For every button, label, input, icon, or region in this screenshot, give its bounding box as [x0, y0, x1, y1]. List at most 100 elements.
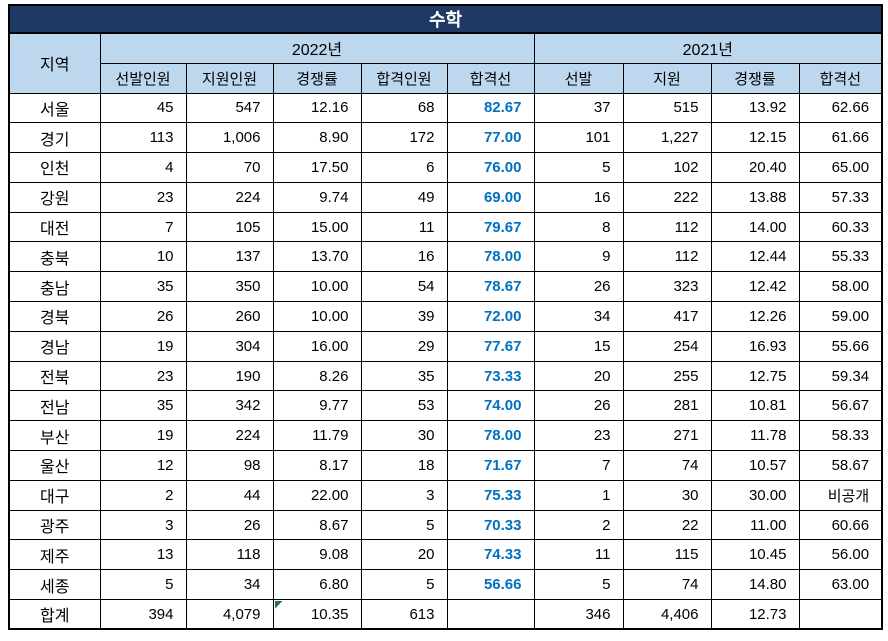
cell-2022-3[interactable]: 11: [360, 211, 448, 243]
column-header-2021-3[interactable]: 합격선: [798, 62, 883, 94]
cell-2021-2[interactable]: 12.44: [710, 241, 800, 273]
cell-2021-1[interactable]: 1,227: [622, 122, 712, 154]
cell-region[interactable]: 전남: [8, 390, 101, 422]
cell-2022-1[interactable]: 547: [185, 92, 274, 124]
cell-2021-2[interactable]: 12.15: [710, 122, 800, 154]
cell-2021-2[interactable]: 13.88: [710, 181, 800, 213]
cell-2022-3[interactable]: 6: [360, 152, 448, 183]
cell-2022-2[interactable]: 12.16: [272, 92, 362, 124]
column-header-2022-2[interactable]: 경쟁률: [272, 62, 362, 94]
cell-2021-0[interactable]: 34: [533, 301, 624, 332]
cell-2022-3[interactable]: 613: [360, 599, 448, 630]
cell-2022-4[interactable]: 78.67: [446, 271, 535, 303]
cell-2022-2[interactable]: 11.79: [272, 420, 362, 452]
cell-2022-0[interactable]: 394: [99, 599, 187, 630]
cell-2022-4[interactable]: 79.67: [446, 211, 535, 243]
cell-2022-0[interactable]: 5: [99, 569, 187, 601]
cell-2022-0[interactable]: 26: [99, 301, 187, 332]
cell-2022-0[interactable]: 2: [99, 479, 187, 511]
cell-2022-1[interactable]: 224: [185, 420, 274, 452]
cell-2022-4[interactable]: 69.00: [446, 181, 535, 213]
cell-2021-1[interactable]: 74: [622, 450, 712, 481]
column-header-2021-0[interactable]: 선발: [533, 62, 624, 94]
cell-2022-2[interactable]: 6.80: [272, 569, 362, 601]
cell-region[interactable]: 광주: [8, 509, 101, 541]
cell-2021-0[interactable]: 37: [533, 92, 624, 124]
cell-2021-2[interactable]: 12.75: [710, 360, 800, 392]
cell-2021-1[interactable]: 112: [622, 211, 712, 243]
cell-2021-3[interactable]: 59.34: [798, 360, 883, 392]
cell-2022-4[interactable]: 74.33: [446, 539, 535, 571]
cell-2022-1[interactable]: 118: [185, 539, 274, 571]
cell-2021-2[interactable]: 16.93: [710, 330, 800, 362]
cell-2022-0[interactable]: 35: [99, 390, 187, 422]
cell-2022-0[interactable]: 19: [99, 330, 187, 362]
cell-2022-3[interactable]: 18: [360, 450, 448, 481]
cell-2022-3[interactable]: 172: [360, 122, 448, 154]
cell-2021-1[interactable]: 323: [622, 271, 712, 303]
cell-2021-2[interactable]: 10.57: [710, 450, 800, 481]
cell-2022-0[interactable]: 13: [99, 539, 187, 571]
cell-2021-3[interactable]: [798, 599, 883, 630]
cell-2022-4[interactable]: 73.33: [446, 360, 535, 392]
cell-2022-4[interactable]: 82.67: [446, 92, 535, 124]
cell-2021-0[interactable]: 1: [533, 479, 624, 511]
cell-2022-2[interactable]: 8.26: [272, 360, 362, 392]
cell-2021-2[interactable]: 12.73: [710, 599, 800, 630]
column-header-2021-2[interactable]: 경쟁률: [710, 62, 800, 94]
cell-2021-3[interactable]: 58.33: [798, 420, 883, 452]
cell-2022-1[interactable]: 44: [185, 479, 274, 511]
column-header-2021-1[interactable]: 지원: [622, 62, 712, 94]
cell-2021-3[interactable]: 55.33: [798, 241, 883, 273]
cell-2022-0[interactable]: 7: [99, 211, 187, 243]
cell-2021-3[interactable]: 60.66: [798, 509, 883, 541]
cell-2022-1[interactable]: 224: [185, 181, 274, 213]
cell-2022-2[interactable]: 22.00: [272, 479, 362, 511]
cell-2021-0[interactable]: 16: [533, 181, 624, 213]
column-header-2022-1[interactable]: 지원인원: [185, 62, 274, 94]
cell-2022-0[interactable]: 10: [99, 241, 187, 273]
cell-2022-2[interactable]: 9.74: [272, 181, 362, 213]
column-group-2022[interactable]: 2022년: [99, 32, 535, 64]
cell-2021-1[interactable]: 417: [622, 301, 712, 332]
cell-2021-0[interactable]: 2: [533, 509, 624, 541]
cell-2022-2[interactable]: 9.08: [272, 539, 362, 571]
cell-2022-3[interactable]: 49: [360, 181, 448, 213]
cell-2022-3[interactable]: 39: [360, 301, 448, 332]
cell-2022-2[interactable]: 8.17: [272, 450, 362, 481]
cell-2022-1[interactable]: 34: [185, 569, 274, 601]
cell-2022-4[interactable]: 78.00: [446, 420, 535, 452]
cell-region[interactable]: 세종: [8, 569, 101, 601]
cell-2021-3[interactable]: 63.00: [798, 569, 883, 601]
cell-2022-3[interactable]: 20: [360, 539, 448, 571]
cell-2021-3[interactable]: 56.00: [798, 539, 883, 571]
cell-2022-1[interactable]: 105: [185, 211, 274, 243]
cell-2021-3[interactable]: 57.33: [798, 181, 883, 213]
cell-2022-4[interactable]: 71.67: [446, 450, 535, 481]
cell-2021-3[interactable]: 58.00: [798, 271, 883, 303]
cell-2022-0[interactable]: 35: [99, 271, 187, 303]
cell-2022-2[interactable]: 16.00: [272, 330, 362, 362]
cell-2022-2[interactable]: 13.70: [272, 241, 362, 273]
cell-2022-4[interactable]: 74.00: [446, 390, 535, 422]
cell-2021-1[interactable]: 115: [622, 539, 712, 571]
cell-2021-0[interactable]: 9: [533, 241, 624, 273]
cell-region[interactable]: 경남: [8, 330, 101, 362]
column-header-2022-3[interactable]: 합격인원: [360, 62, 448, 94]
cell-2021-2[interactable]: 14.00: [710, 211, 800, 243]
cell-2021-2[interactable]: 12.42: [710, 271, 800, 303]
cell-2021-0[interactable]: 20: [533, 360, 624, 392]
cell-2021-1[interactable]: 222: [622, 181, 712, 213]
cell-2022-3[interactable]: 53: [360, 390, 448, 422]
cell-2021-0[interactable]: 15: [533, 330, 624, 362]
cell-region[interactable]: 서울: [8, 92, 101, 124]
cell-region[interactable]: 인천: [8, 152, 101, 183]
cell-2022-1[interactable]: 350: [185, 271, 274, 303]
column-header-2022-0[interactable]: 선발인원: [99, 62, 187, 94]
cell-2022-2[interactable]: 10.00: [272, 301, 362, 332]
cell-2021-0[interactable]: 26: [533, 390, 624, 422]
cell-2022-1[interactable]: 137: [185, 241, 274, 273]
cell-region[interactable]: 경기: [8, 122, 101, 154]
cell-2021-1[interactable]: 271: [622, 420, 712, 452]
cell-2022-4[interactable]: 70.33: [446, 509, 535, 541]
